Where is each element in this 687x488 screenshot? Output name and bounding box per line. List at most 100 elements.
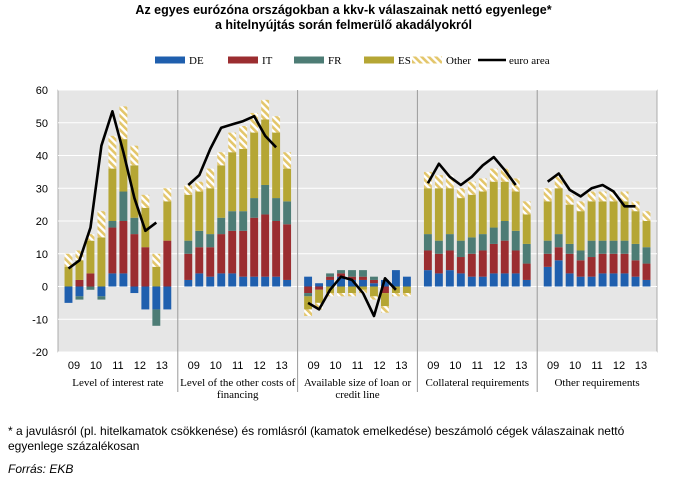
bar-de — [609, 273, 618, 287]
chart-area: -20 -10 0 10 20 30 40 50 60 09 10 11 12 13 Level of in… — [32, 55, 658, 401]
group-label: Other requirements — [554, 377, 639, 389]
bar-es — [380, 293, 389, 307]
bar-de — [565, 273, 574, 287]
bar-fr — [370, 276, 378, 280]
x-tick-label: 10 — [329, 360, 341, 372]
bar-de — [195, 273, 204, 287]
bar-es — [467, 194, 476, 238]
bar-fr — [359, 270, 367, 277]
y-tick-label: -10 — [32, 314, 48, 326]
bar-it — [283, 224, 292, 280]
bar-other — [184, 184, 193, 195]
bar-es — [631, 211, 640, 244]
bar-de — [184, 279, 193, 287]
bar-it — [163, 240, 172, 287]
bar-it — [609, 253, 618, 274]
footnote: * a javulásról (pl. hitelkamatok csökken… — [8, 424, 625, 453]
bar-fr — [326, 273, 335, 277]
bar-other — [337, 293, 345, 297]
bar-it — [478, 250, 487, 277]
bar-other — [478, 178, 487, 192]
bar-es — [543, 201, 552, 241]
bar-es — [228, 152, 237, 212]
legend-label: euro area — [509, 55, 550, 67]
bar-fr — [348, 270, 356, 277]
bar-es — [402, 286, 411, 294]
bar-de — [206, 276, 215, 287]
bar-es — [565, 204, 574, 244]
bar-it — [348, 276, 356, 280]
bar-other — [642, 211, 651, 221]
bar-de — [97, 286, 106, 297]
bar-es — [315, 289, 324, 303]
bar-es — [272, 132, 281, 199]
bar-fr — [337, 270, 345, 274]
legend-swatch-es — [364, 56, 394, 64]
bar-other — [543, 188, 552, 202]
bar-it — [642, 263, 651, 280]
bar-fr — [228, 211, 237, 231]
bar-es — [108, 168, 117, 221]
bar-other — [141, 194, 150, 208]
bar-de — [75, 286, 84, 297]
bar-de — [152, 286, 161, 310]
x-tick-label: 09 — [547, 360, 559, 372]
legend-swatch-de — [155, 56, 185, 64]
bar-fr — [304, 293, 313, 297]
bar-es — [337, 286, 345, 294]
x-tick-label: 09 — [68, 360, 80, 372]
bar-other — [489, 168, 498, 182]
bar-fr — [587, 240, 596, 258]
bar-other — [456, 188, 465, 199]
bar-es — [75, 260, 84, 280]
bar-it — [217, 234, 226, 274]
bar-other — [565, 194, 574, 205]
bar-it — [467, 253, 476, 277]
bar-it — [206, 247, 215, 277]
x-tick-label: 12 — [254, 360, 266, 372]
bar-other — [283, 152, 292, 169]
x-tick-label: 11 — [591, 360, 602, 372]
bar-es — [348, 286, 356, 294]
bar-other — [315, 302, 324, 310]
bar-it — [86, 273, 95, 287]
bar-es — [97, 237, 106, 287]
bar-fr — [75, 296, 84, 300]
bar-it — [228, 230, 237, 274]
bar-de — [64, 286, 73, 303]
bar-de — [380, 279, 389, 287]
bar-fr — [478, 234, 487, 251]
bar-es — [64, 266, 73, 287]
y-tick-label: 60 — [36, 85, 48, 97]
y-tick-label: 30 — [36, 183, 48, 195]
bar-es — [283, 168, 292, 202]
bar-other — [391, 293, 400, 297]
bar-de — [348, 279, 356, 287]
bar-de — [576, 276, 585, 287]
bar-fr — [620, 240, 629, 254]
bar-other — [587, 191, 596, 202]
x-tick-label: 12 — [134, 360, 146, 372]
bar-es — [587, 201, 596, 241]
bar-other — [467, 181, 476, 195]
euro-area-line — [426, 155, 517, 187]
bar-de — [456, 273, 465, 287]
bar-other — [380, 306, 389, 313]
bar-other — [261, 99, 270, 120]
bar-es — [184, 194, 193, 241]
bar-fr — [445, 234, 454, 251]
bar-es — [304, 296, 313, 310]
bar-it — [423, 250, 432, 271]
bar-de — [478, 276, 487, 287]
bar-es — [456, 198, 465, 241]
bar-other — [554, 175, 563, 189]
bar-fr — [261, 184, 270, 215]
x-tick-label: 10 — [449, 360, 461, 372]
bar-other — [64, 253, 73, 267]
bar-es — [119, 139, 128, 192]
bar-es — [195, 191, 204, 231]
bar-de — [228, 273, 237, 287]
bar-de — [423, 270, 432, 287]
bar-de — [402, 276, 411, 287]
bar-es — [511, 191, 520, 231]
